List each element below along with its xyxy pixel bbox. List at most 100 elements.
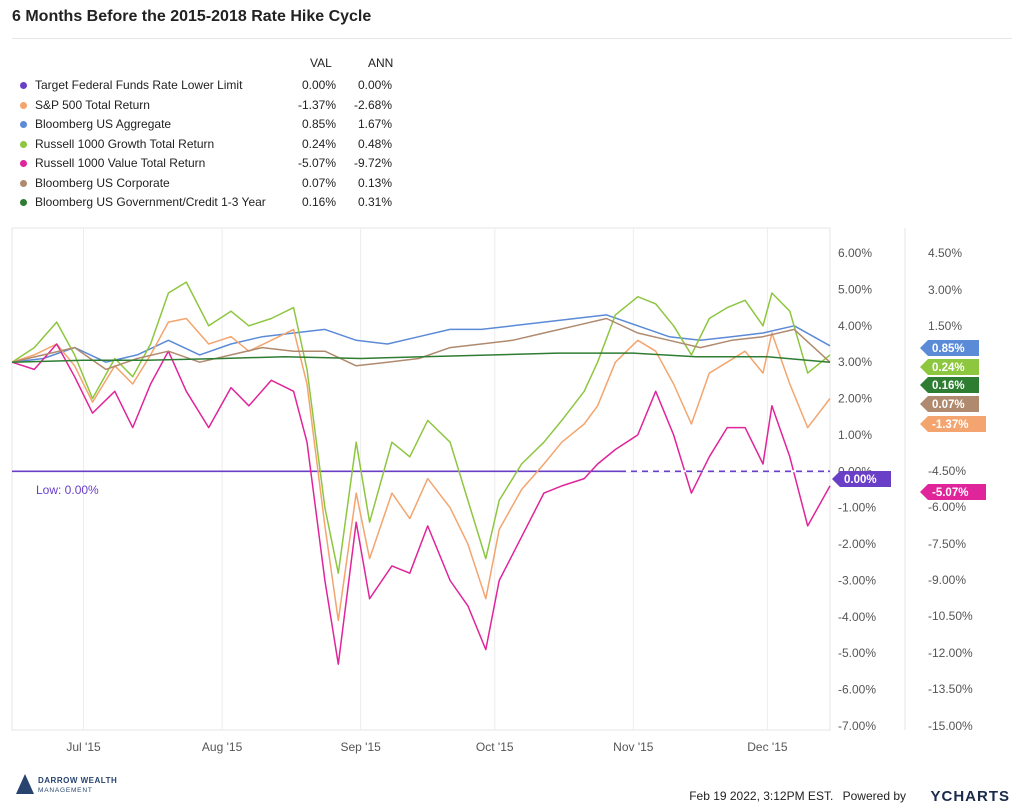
y-left-tick-label: -6.00%: [838, 683, 876, 697]
legend-item[interactable]: Russell 1000 Value Total Return -5.07% -9.…: [20, 155, 420, 174]
y-right-tick-label: -7.50%: [928, 537, 966, 551]
darrow-logo: DARROW WEALTH MANAGEMENT: [16, 774, 136, 800]
end-label-flag: 0.16%: [920, 377, 979, 393]
flag-value: -1.37%: [932, 419, 968, 431]
end-value-labels: 0.85% 0.24% 0.16% 0.07% -1.37% 0.00% -5.07%: [832, 340, 986, 500]
flag-shape: [920, 359, 979, 375]
series-line: [11, 352, 831, 363]
flag-value: 0.85%: [932, 343, 965, 355]
y-axis-left: 6.00% 5.00% 4.00% 3.00% 2.00% 1.00% 0.00% -1.00…: [838, 246, 876, 733]
y-left-tick-label: -5.00%: [838, 646, 876, 660]
flag-value: -5.07%: [932, 487, 968, 499]
series-lines: [11, 281, 831, 665]
legend-name: Bloomberg US Government/Credit 1-3 Year: [35, 195, 266, 209]
end-label-flag: 0.07%: [920, 396, 979, 412]
end-label-flag: 0.00%: [832, 471, 891, 487]
series-line: [11, 317, 831, 622]
legend-dot-icon: [20, 121, 27, 128]
y-left-tick-label: -1.00%: [838, 501, 876, 515]
y-right-tick-label: 1.50%: [928, 319, 962, 333]
end-label-flag: 0.85%: [920, 340, 979, 356]
y-right-tick-label: 4.50%: [928, 246, 962, 260]
flag-shape: [920, 377, 979, 393]
legend-dot-icon: [20, 82, 27, 89]
legend-val: 0.16%: [301, 195, 336, 209]
footer-timestamp: Feb 19 2022, 3:12PM EST. Powered by: [689, 789, 906, 803]
end-label-flag: -1.37%: [920, 416, 986, 432]
y-left-tick-label: 4.00%: [838, 319, 872, 333]
legend-ann: 0.00%: [357, 78, 392, 92]
y-right-tick-label: -10.50%: [928, 609, 973, 623]
y-left-tick-label: 6.00%: [838, 246, 872, 260]
flag-shape: [920, 396, 979, 412]
plot-frame: [11, 227, 831, 731]
flag-value: 0.24%: [932, 362, 965, 374]
y-left-tick-label: -4.00%: [838, 610, 876, 624]
ycharts-logo[interactable]: YCHARTS: [930, 788, 1010, 805]
legend-item[interactable]: Russell 1000 Growth Total Return 0.24% 0.4…: [20, 136, 420, 155]
legend-dot-icon: [20, 140, 27, 148]
y-left-tick-label: 1.00%: [838, 428, 872, 442]
end-label-flag: 0.24%: [920, 359, 979, 375]
legend-val: 0.24%: [301, 136, 336, 151]
title-divider: [12, 38, 1012, 39]
series-line: [11, 281, 831, 574]
legend-ann: -9.72%: [353, 156, 392, 170]
y-right-tick-label: -12.00%: [928, 646, 973, 660]
legend-dot-icon: [20, 160, 27, 167]
logo-triangle-icon: [16, 774, 34, 794]
legend-val: -1.37%: [297, 97, 336, 112]
legend-name: Russell 1000 Growth Total Return: [35, 136, 215, 151]
flag-shape: [920, 340, 979, 356]
legend-col-val: VAL: [310, 56, 332, 70]
chart-title: 6 Months Before the 2015-2018 Rate Hike …: [12, 8, 372, 25]
x-tick-label: Aug '15: [202, 740, 243, 754]
y-left-tick-label: -2.00%: [838, 537, 876, 551]
legend-dot-icon: [20, 179, 27, 187]
y-left-tick-label: 3.00%: [838, 355, 872, 369]
legend-val: -5.07%: [297, 156, 336, 170]
legend-ann: 0.48%: [357, 136, 392, 151]
x-tick-label: Dec '15: [747, 740, 788, 754]
legend-item[interactable]: S&P 500 Total Return -1.37% -2.68%: [20, 97, 420, 116]
powered-by-text: Powered by: [842, 789, 906, 803]
flag-shape: [920, 416, 986, 432]
legend-name: Russell 1000 Value Total Return: [35, 156, 206, 170]
legend-col-ann: ANN: [368, 56, 394, 70]
y-left-tick-label: 2.00%: [838, 392, 872, 406]
flag-shape: [920, 484, 986, 500]
logo-line2: MANAGEMENT: [38, 787, 93, 794]
legend-item[interactable]: Bloomberg US Government/Credit 1-3 Year 0…: [20, 194, 420, 213]
y-right-tick-label: -9.00%: [928, 573, 966, 587]
legend-name: Target Federal Funds Rate Lower Limit: [35, 78, 243, 92]
flag-shape: [832, 471, 891, 487]
legend-ann: 0.13%: [357, 175, 392, 190]
flag-value: 0.00%: [844, 474, 877, 486]
y-right-tick-label: -6.00%: [928, 500, 966, 514]
legend-item[interactable]: Target Federal Funds Rate Lower Limit 0.0…: [20, 77, 420, 96]
x-axis: Jul '15 Aug '15 Sep '15 Oct '15 Nov '15 Dec '…: [66, 740, 788, 754]
legend-ann: -2.68%: [353, 97, 392, 112]
legend-dot-icon: [20, 199, 27, 206]
y-right-tick-label: -13.50%: [928, 682, 973, 696]
logo-line1: DARROW WEALTH: [38, 776, 118, 785]
x-tick-label: Jul '15: [66, 740, 101, 754]
legend-val: 0.00%: [301, 78, 336, 92]
legend-val: 0.07%: [301, 175, 336, 190]
x-tick-label: Oct '15: [476, 740, 514, 754]
legend-item[interactable]: Bloomberg US Aggregate 0.85% 1.67%: [20, 116, 420, 135]
legend-item[interactable]: Bloomberg US Corporate 0.07% 0.13%: [20, 175, 420, 194]
legend-ann: 0.31%: [357, 195, 392, 209]
y-right-tick-label: -4.50%: [928, 464, 966, 478]
series-line: [11, 343, 831, 665]
end-label-flag: -5.07%: [920, 484, 986, 500]
flag-value: 0.16%: [932, 380, 965, 392]
y-left-tick-label: -7.00%: [838, 719, 876, 733]
legend-dot-icon: [20, 101, 27, 109]
y-axis-right: 4.50% 3.00% 1.50% -4.50% -6.00% -7.50% -9.00% -…: [928, 246, 973, 733]
y-right-tick-label: -15.00%: [928, 719, 973, 733]
flag-value: 0.07%: [932, 399, 965, 411]
legend-name: Bloomberg US Aggregate: [35, 117, 172, 131]
legend-val: 0.85%: [301, 117, 336, 131]
